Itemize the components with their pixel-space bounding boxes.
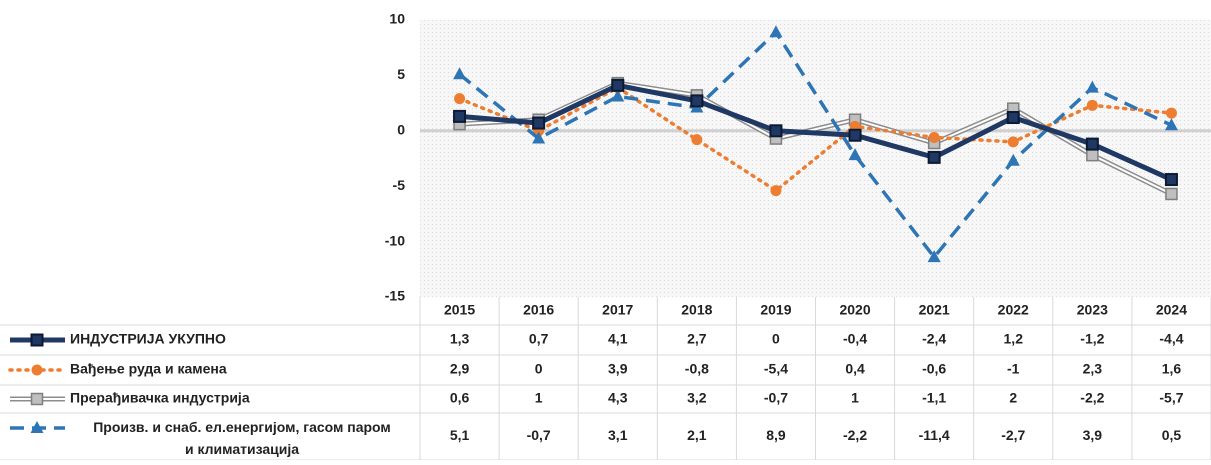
marker [1165,187,1178,201]
table-cell: 2,9 [450,361,470,377]
marker [769,124,783,138]
y-tick-label: 0 [397,122,405,138]
x-tick-label: 2018 [681,302,712,318]
marker [532,116,546,130]
marker [1164,173,1178,187]
marker [927,150,941,164]
x-tick-label: 2022 [998,302,1029,318]
legend-label-line: и климатизација [185,441,299,457]
table-cell: 8,9 [766,427,786,443]
marker [1086,148,1099,162]
legend-label: ИНДУСТРИЈА УКУПНО [70,331,226,347]
x-tick-label: 2016 [523,302,554,318]
table-cell: -0,7 [527,427,551,443]
marker [611,89,625,102]
marker [848,148,862,161]
table-cell: -1,2 [1080,331,1104,347]
marker [1006,153,1020,166]
x-tick-label: 2019 [760,302,791,318]
table-cell: -5,4 [764,361,788,377]
y-tick-label: -15 [385,288,405,304]
y-tick-label: 10 [389,11,405,27]
table-cell: -1,1 [922,390,946,406]
table-cell: 1 [535,390,543,406]
y-tick-label: -5 [393,177,406,193]
table-cell: 4,1 [608,331,628,347]
y-tick-label: -10 [385,232,405,248]
table-cell: 1,2 [1004,331,1024,347]
marker [30,392,44,406]
table-cell: 0,7 [529,331,549,347]
x-tick-label: 2021 [919,302,950,318]
marker [611,78,625,92]
table-cell: 0 [535,361,543,377]
marker [770,185,782,197]
marker [928,131,940,143]
marker [1086,99,1098,111]
table-cell: -0,7 [764,390,788,406]
table-cell: 3,1 [608,427,628,443]
x-tick-label: 2023 [1077,302,1108,318]
marker [690,94,704,108]
table-cell: -5,7 [1159,390,1183,406]
table-cell: 0,6 [450,390,470,406]
table-cell: 2 [1009,390,1017,406]
table-cell: -11,4 [919,427,950,443]
marker [454,93,466,105]
table-cell: 1 [851,390,859,406]
table-cell: 0,4 [845,361,865,377]
table-cell: -2,4 [922,331,946,347]
marker [1165,107,1177,119]
marker [453,67,467,80]
marker [848,128,862,142]
marker [30,421,44,433]
table-cell: -1 [1007,361,1020,377]
table-cell: 3,9 [608,361,628,377]
series-line [457,85,1174,193]
marker [769,25,783,38]
table-cell: -0,6 [922,361,946,377]
table-cell: -0,8 [685,361,709,377]
x-tick-label: 2024 [1156,302,1187,318]
table-cell: 3,9 [1083,427,1103,443]
x-tick-label: 2017 [602,302,633,318]
x-tick-label: 2015 [444,302,475,318]
table-cell: 2,7 [687,331,707,347]
table-cell: -2,2 [1080,390,1104,406]
table-cell: 1,6 [1162,361,1182,377]
marker [1006,111,1020,125]
marker [691,134,703,146]
legend-label: Вађење руда и камена [70,361,227,377]
table-cell: 0,5 [1162,427,1182,443]
table-cell: 5,1 [450,427,470,443]
table-cell: -0,4 [843,331,867,347]
marker [1007,136,1019,148]
table-cell: 4,3 [608,390,628,406]
y-tick-label: 5 [397,66,405,82]
marker [1085,137,1099,151]
table-cell: 2,1 [687,427,707,443]
legend-label-line: Произв. и снаб. ел.енергијом, гасом паро… [93,419,391,435]
table-cell: -4,4 [1159,331,1183,347]
table-cell: 3,2 [687,390,707,406]
table-cell: 0 [772,331,780,347]
marker [1164,118,1178,131]
marker [927,250,941,263]
legend-label: Прерађивачка индустрија [70,390,250,406]
table-cell: -2,2 [843,427,867,443]
x-tick-label: 2020 [839,302,870,318]
table-cell: 2,3 [1083,361,1103,377]
table-cell: -2,7 [1001,427,1025,443]
marker [1085,80,1099,93]
series-line [458,29,1173,260]
marker [30,333,44,347]
marker [31,364,43,376]
marker [453,109,467,123]
marker [532,131,546,144]
legend-label: Произв. и снаб. ел.енергијом, гасом паро… [93,419,391,457]
series-line [459,82,1173,182]
table-cell: 1,3 [450,331,470,347]
